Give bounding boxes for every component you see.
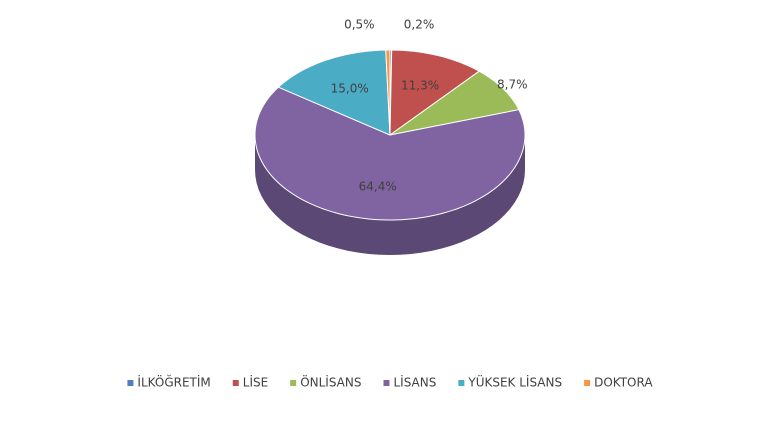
slice (277, 49, 391, 136)
legend-label: İLKÖĞRETİM (137, 374, 210, 390)
data-label: 0,5% (344, 17, 375, 31)
slice (385, 49, 391, 136)
legend-label: LİSE (243, 375, 268, 390)
slice (389, 70, 520, 136)
legend-label: DOKTORA (594, 376, 653, 390)
legend-swatch (127, 380, 134, 386)
data-label: 8,7% (497, 78, 528, 92)
data-label: 15,0% (331, 81, 369, 95)
legend-swatch (232, 380, 239, 386)
data-label: 0,2% (404, 17, 435, 31)
legend-label: YÜKSEK LİSANS (467, 374, 562, 390)
slice (389, 49, 481, 136)
slice (254, 86, 526, 221)
data-label: 64,4% (359, 180, 397, 194)
legend-swatch (584, 380, 591, 386)
legend-swatch (290, 380, 297, 386)
legend: İLKÖĞRETİM LİSE ÖNLİSANS LİSANS YÜKSEK LİSAN… (127, 374, 653, 390)
legend-swatch (458, 380, 465, 386)
legend-label: LİSANS (393, 375, 436, 390)
legend-swatch (383, 380, 390, 386)
legend-label: ÖNLİSANS (300, 374, 361, 390)
slice-side (255, 135, 525, 255)
data-label: 11,3% (401, 78, 439, 92)
